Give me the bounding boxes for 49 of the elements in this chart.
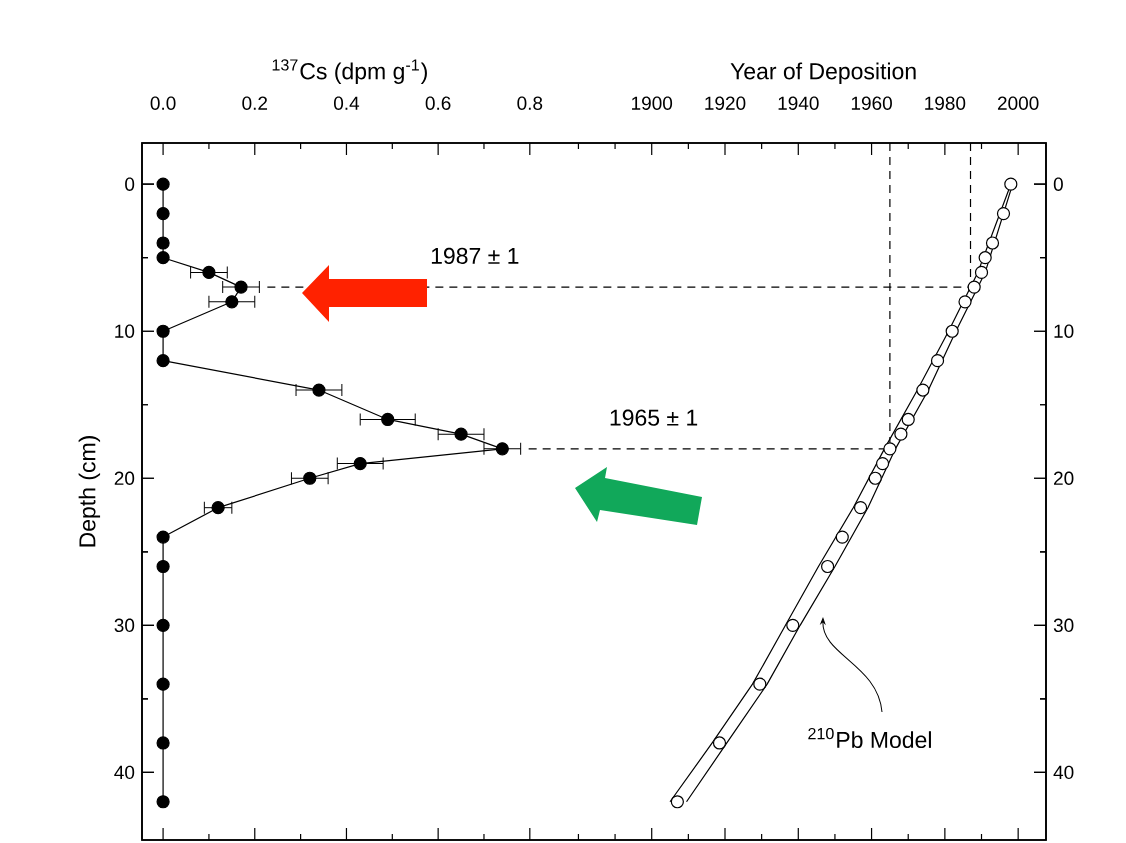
point [234,280,248,294]
point [156,795,170,809]
y-tick-label: 0 [125,177,135,191]
x2-tick-label: 1940 [778,96,819,110]
x-axis-title: $^{137}$Cs (dpm g$^{-1}$) [272,59,427,84]
point [454,427,468,441]
y-tick-label: 30 [114,618,135,633]
point [303,471,317,485]
point [211,501,225,515]
x2-tick-label: 2000 [997,96,1039,110]
x-tick-label: 0.2 [242,96,268,110]
point [156,251,170,265]
y-tick-label: 40 [114,765,135,780]
y-axis-title: Depth (cm) [78,436,101,547]
point [156,354,170,368]
annotation: 1987 ± 1 [431,247,519,265]
x2-axis-title: Year of Deposition [730,62,916,84]
point [353,456,367,471]
y2-tick-label: 40 [1053,765,1074,780]
y-tick-label: 20 [114,471,135,485]
x2-tick-label: 1920 [705,96,746,110]
point [156,177,170,191]
y2-tick-label: 10 [1054,324,1074,338]
point [202,265,216,280]
x2-tick-label: 1900 [632,96,673,110]
annotation: 1965 ± 1 [610,409,698,426]
y2-tick-label: 30 [1053,618,1074,633]
x-tick-label: 0.8 [517,96,543,110]
point [156,236,170,250]
point [156,206,170,221]
x2-tick-label: 1980 [925,96,966,110]
x-tick-label: 0.0 [150,96,176,110]
x-tick-label: 0.4 [334,96,360,110]
point [156,677,170,691]
y2-tick-label: 0 [1053,177,1063,191]
point [156,736,170,750]
point [156,530,170,544]
x-tick-label: 0.6 [425,96,451,110]
point [381,412,395,427]
y-tick-label: 10 [115,324,135,338]
point [156,559,170,574]
point [225,295,239,309]
annotation: $^{210}$Pb Model [808,727,931,749]
y2-tick-label: 20 [1054,471,1074,485]
point [156,618,170,632]
point [312,383,326,397]
point [156,324,170,338]
x2-tick-label: 1960 [851,96,892,110]
point [495,442,509,456]
